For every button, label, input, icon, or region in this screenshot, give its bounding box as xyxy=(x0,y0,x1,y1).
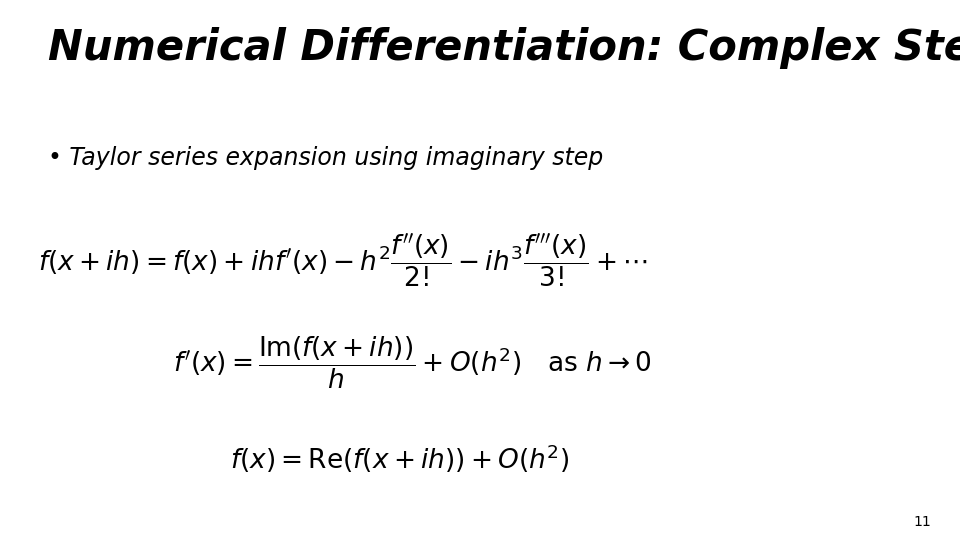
Text: Numerical Differentiation: Complex Step: Numerical Differentiation: Complex Step xyxy=(48,27,960,69)
Text: • Taylor series expansion using imaginary step: • Taylor series expansion using imaginar… xyxy=(48,146,603,170)
Text: 11: 11 xyxy=(914,515,931,529)
Text: $f(x + ih) = f(x) + ihf'(x) - h^2\dfrac{f''(x)}{2!} - ih^3\dfrac{f'''(x)}{3!} + : $f(x + ih) = f(x) + ihf'(x) - h^2\dfrac{… xyxy=(38,232,648,291)
Text: $f'(x) = \dfrac{\mathrm{Im}(f(x+ih))}{h} + O(h^2) \quad \mathrm{as}\ h \to 0$: $f'(x) = \dfrac{\mathrm{Im}(f(x+ih))}{h}… xyxy=(173,335,652,391)
Text: $f(x) = \mathrm{Re}(f(x+ih)) + O(h^2)$: $f(x) = \mathrm{Re}(f(x+ih)) + O(h^2)$ xyxy=(230,443,570,475)
